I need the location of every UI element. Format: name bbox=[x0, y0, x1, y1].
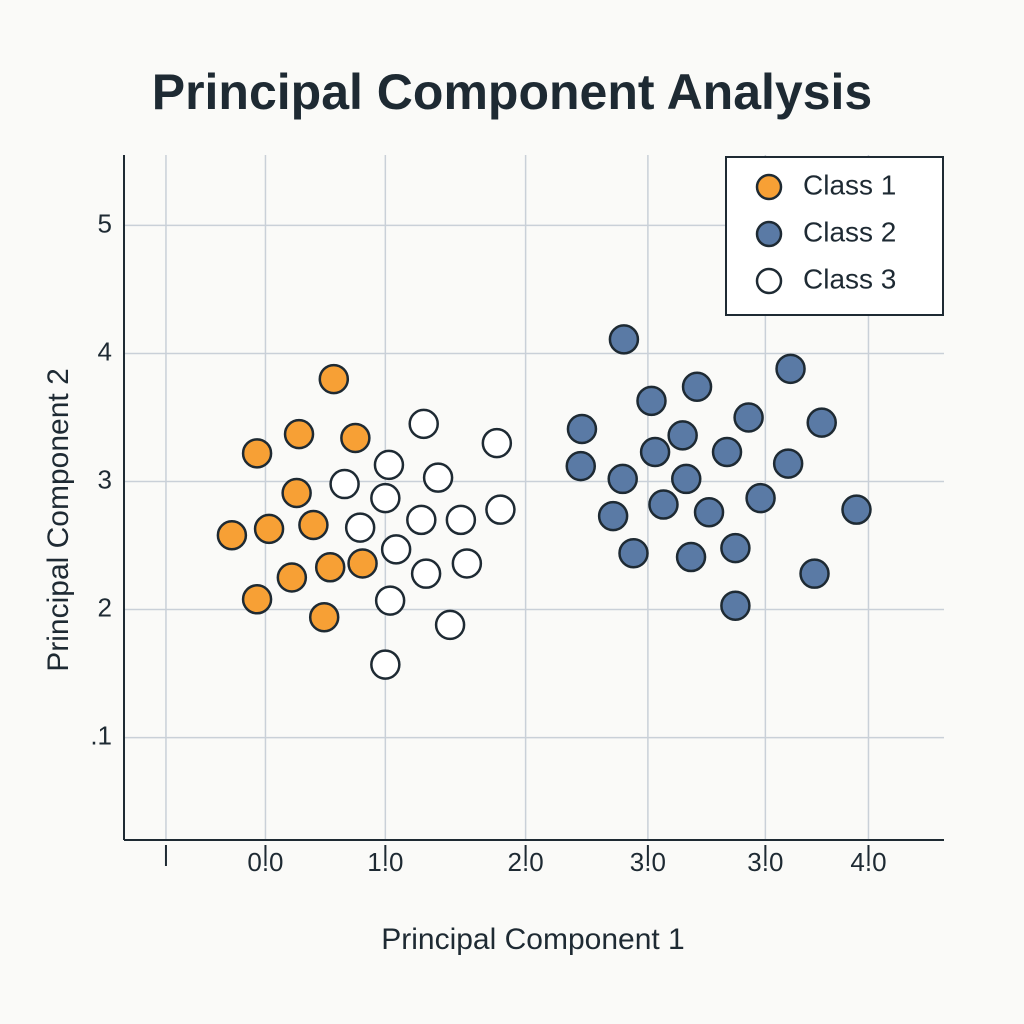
point bbox=[370, 649, 401, 680]
point bbox=[281, 477, 312, 509]
point bbox=[408, 408, 439, 440]
point bbox=[329, 468, 360, 500]
x-axis-label: Principal Component 1 bbox=[381, 923, 685, 956]
point bbox=[681, 371, 713, 402]
point bbox=[406, 504, 437, 536]
legend-marker bbox=[755, 173, 783, 201]
point bbox=[308, 601, 340, 633]
point bbox=[434, 609, 466, 641]
point bbox=[597, 500, 629, 532]
point bbox=[639, 436, 671, 468]
x-tick-label: 0.0 bbox=[247, 847, 283, 877]
point bbox=[380, 534, 412, 565]
point bbox=[241, 584, 273, 615]
x-tick-label: 1.0 bbox=[367, 847, 403, 877]
point bbox=[745, 482, 776, 514]
point bbox=[241, 438, 273, 469]
x-tick-label: 3.0 bbox=[747, 847, 783, 877]
legend-label: Class 2 bbox=[803, 216, 896, 247]
point bbox=[667, 420, 698, 451]
legend-label: Class 1 bbox=[803, 169, 896, 200]
point bbox=[720, 590, 751, 621]
point bbox=[618, 537, 649, 569]
legend-label: Class 3 bbox=[803, 263, 896, 294]
y-tick-label: 3 bbox=[98, 464, 112, 494]
point bbox=[445, 504, 477, 536]
point bbox=[671, 463, 702, 495]
point bbox=[451, 548, 483, 579]
point bbox=[636, 385, 667, 417]
point bbox=[608, 324, 640, 355]
point bbox=[373, 449, 405, 481]
point bbox=[711, 436, 743, 468]
point bbox=[648, 489, 679, 520]
legend-marker bbox=[755, 267, 783, 295]
y-tick-label: 2 bbox=[98, 592, 112, 622]
point bbox=[841, 494, 872, 525]
point bbox=[298, 509, 329, 541]
point bbox=[806, 407, 837, 438]
x-tick-label: 2.0 bbox=[508, 847, 544, 877]
point bbox=[253, 513, 285, 545]
chart-title: Principal Component Analysis bbox=[152, 64, 873, 120]
point bbox=[607, 463, 638, 495]
y-axis-label: Principal Component 2 bbox=[42, 368, 75, 672]
point bbox=[283, 418, 315, 450]
point bbox=[485, 494, 516, 525]
point bbox=[422, 462, 454, 493]
point bbox=[410, 558, 442, 589]
point bbox=[216, 520, 248, 551]
point bbox=[693, 496, 725, 528]
x-tick-label: 3.0 bbox=[630, 847, 666, 877]
point bbox=[566, 413, 598, 445]
x-tick-label: 4.0 bbox=[850, 847, 886, 877]
point bbox=[772, 448, 804, 479]
point bbox=[374, 585, 406, 616]
y-tick-label: .1 bbox=[90, 720, 112, 750]
legend-marker bbox=[755, 220, 783, 248]
point bbox=[276, 562, 308, 593]
point bbox=[340, 422, 371, 454]
y-tick-label: 4 bbox=[98, 336, 112, 366]
point bbox=[481, 427, 513, 459]
y-tick-label: 5 bbox=[98, 208, 112, 238]
point bbox=[344, 512, 376, 543]
point bbox=[675, 541, 707, 573]
point bbox=[318, 363, 350, 395]
point bbox=[314, 552, 346, 583]
point bbox=[799, 558, 830, 589]
point bbox=[720, 532, 751, 564]
point bbox=[347, 548, 378, 579]
point bbox=[370, 482, 401, 514]
point bbox=[775, 353, 806, 385]
point bbox=[565, 450, 597, 482]
point bbox=[733, 402, 764, 433]
